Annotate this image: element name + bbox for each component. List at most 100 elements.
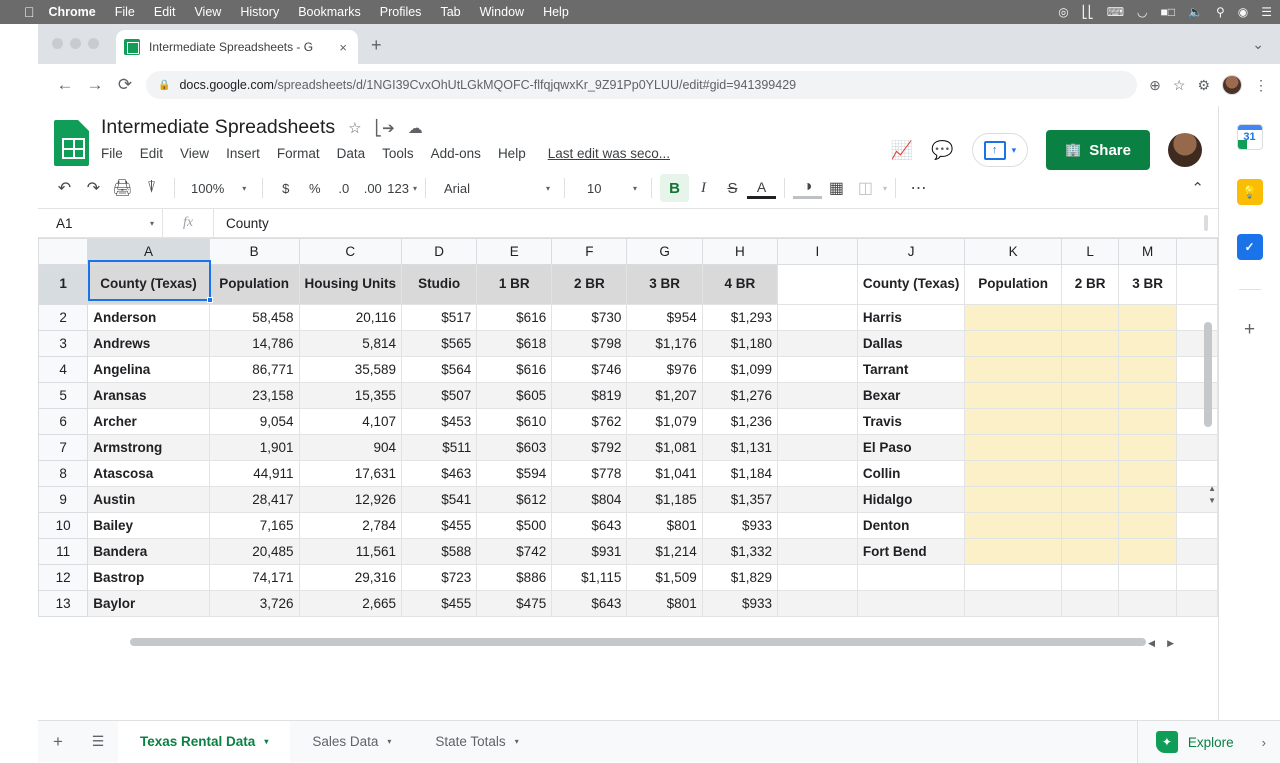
cell-4br[interactable]: $1,829 (701, 564, 778, 591)
cell-a1[interactable]: County (Texas) (87, 264, 210, 305)
star-icon[interactable]: ☆ (348, 119, 362, 137)
column-header-g[interactable]: G (626, 238, 703, 265)
text-color-button[interactable]: A (746, 177, 776, 199)
cell-2br[interactable]: $819 (551, 382, 628, 409)
cell-lookup-3br[interactable] (1118, 330, 1177, 357)
chevron-down-icon[interactable]: ▾ (514, 737, 519, 746)
cell-lookup-2br[interactable] (1060, 564, 1120, 591)
cell-blank-i[interactable] (776, 512, 858, 539)
cell-j1[interactable]: County (Texas) (856, 264, 966, 305)
cell-studio[interactable]: $507 (400, 382, 478, 409)
cell-1br[interactable]: $886 (476, 564, 553, 591)
cell-i1[interactable] (776, 264, 858, 305)
browser-menu-icon[interactable]: ⋮ (1254, 76, 1268, 93)
cell-studio[interactable]: $455 (400, 590, 478, 617)
volume-icon[interactable]: 🔈 (1188, 5, 1203, 19)
column-header-h[interactable]: H (701, 238, 778, 265)
cell-population[interactable]: 44,911 (208, 460, 300, 487)
extensions-icon[interactable]: ⚙ (1197, 76, 1210, 93)
cell-population[interactable]: 9,054 (208, 408, 300, 435)
scroll-right-icon[interactable]: ▶ (1167, 638, 1174, 648)
column-header-l[interactable]: L (1060, 238, 1120, 265)
cell-housing-units[interactable]: 5,814 (298, 330, 402, 357)
activity-trend-icon[interactable]: 📈 (890, 139, 914, 160)
cell-lookup-2br[interactable] (1060, 512, 1120, 539)
row-header-11[interactable]: 11 (38, 538, 89, 565)
cell-3br[interactable]: $1,176 (626, 330, 703, 357)
cell-blank-i[interactable] (776, 330, 858, 357)
bookmark-star-icon[interactable]: ☆ (1172, 76, 1186, 93)
record-icon[interactable]: ◎ (1058, 5, 1069, 19)
cell-2br[interactable]: $1,115 (551, 564, 628, 591)
cell-housing-units[interactable]: 12,926 (298, 486, 402, 513)
cell-1br[interactable]: $603 (476, 434, 553, 461)
cell-3br[interactable]: $1,081 (626, 434, 703, 461)
cell-lookup-2br[interactable] (1060, 460, 1120, 487)
cell-lookup-3br[interactable] (1118, 408, 1177, 435)
cell-lookup-2br[interactable] (1060, 408, 1120, 435)
cell-lookup-3br[interactable] (1118, 434, 1177, 461)
cell-lookup-county[interactable] (856, 590, 966, 617)
apple-logo-icon[interactable]:  (24, 5, 35, 19)
cell-h1[interactable]: 4 BR (701, 264, 778, 305)
cell-g1[interactable]: 3 BR (626, 264, 703, 305)
cell-population[interactable]: 1,901 (208, 434, 300, 461)
row-header-13[interactable]: 13 (38, 590, 89, 617)
cell-population[interactable]: 7,165 (208, 512, 300, 539)
cell-lookup-county[interactable]: Tarrant (856, 356, 966, 383)
cell-county[interactable]: Anderson (87, 304, 210, 331)
page-title[interactable]: Intermediate Spreadsheets (101, 116, 336, 138)
fill-handle[interactable] (207, 297, 213, 303)
more-formats-button[interactable]: 123 ▾ (387, 174, 417, 202)
cell-lookup-3br[interactable] (1118, 304, 1177, 331)
cell-housing-units[interactable]: 29,316 (298, 564, 402, 591)
font-family-selector[interactable]: Arial ▾ (434, 181, 556, 196)
increase-decimal-button[interactable]: .00 (363, 180, 382, 196)
vertical-scroll-arrows[interactable]: ▲ ▼ (1208, 484, 1216, 505)
menu-format[interactable]: Format (276, 146, 320, 161)
cell-3br[interactable]: $1,185 (626, 486, 703, 513)
os-menu-file[interactable]: File (104, 5, 135, 19)
cell-blank-i[interactable] (776, 590, 858, 617)
cell-lookup-county[interactable]: Collin (856, 460, 966, 487)
cell-1br[interactable]: $612 (476, 486, 553, 513)
os-menu-bookmarks[interactable]: Bookmarks (287, 5, 361, 19)
decrease-decimal-button[interactable]: .0 (338, 180, 350, 196)
cell-lookup-3br[interactable] (1118, 538, 1177, 565)
font-size-selector[interactable]: 10 ▾ (573, 181, 643, 196)
cell-2br[interactable]: $746 (551, 356, 628, 383)
add-sheet-button[interactable]: + (53, 731, 63, 751)
undo-button[interactable]: ↶ (57, 180, 72, 197)
cell-1br[interactable]: $616 (476, 304, 553, 331)
cell-lookup-2br[interactable] (1060, 304, 1120, 331)
cell-studio[interactable]: $723 (400, 564, 478, 591)
cell-3br[interactable]: $954 (626, 304, 703, 331)
cell-lookup-population[interactable] (964, 590, 1062, 617)
cell-lookup-county[interactable]: Travis (856, 408, 966, 435)
cell-4br[interactable]: $1,180 (701, 330, 778, 357)
cell-population[interactable]: 20,485 (208, 538, 300, 565)
cell-4br[interactable]: $1,184 (701, 460, 778, 487)
row-header-4[interactable]: 4 (38, 356, 89, 383)
spreadsheet-grid[interactable]: A B C D E F G H I J K L M (38, 238, 1218, 650)
cell-blank-i[interactable] (776, 434, 858, 461)
cell-population[interactable]: 23,158 (208, 382, 300, 409)
cell-l1[interactable]: 2 BR (1060, 264, 1120, 305)
horizontal-scrollbar[interactable] (130, 638, 1146, 646)
os-menu-history[interactable]: History (229, 5, 279, 19)
cell-1br[interactable]: $742 (476, 538, 553, 565)
os-menu-help[interactable]: Help (532, 5, 569, 19)
wifi-icon[interactable]: ◡ (1137, 5, 1148, 19)
os-menu-profiles[interactable]: Profiles (369, 5, 422, 19)
cell-4br[interactable]: $1,236 (701, 408, 778, 435)
cell-county[interactable]: Archer (87, 408, 210, 435)
cell-county[interactable]: Atascosa (87, 460, 210, 487)
vertical-scrollbar[interactable] (1204, 322, 1212, 427)
cell-m1[interactable]: 3 BR (1118, 264, 1177, 305)
chevron-right-icon[interactable]: › (1261, 734, 1266, 750)
cell-blank-i[interactable] (776, 408, 858, 435)
avatar[interactable] (1168, 133, 1202, 167)
cell-blank-i[interactable] (776, 460, 858, 487)
cell-population[interactable]: 28,417 (208, 486, 300, 513)
column-header-m[interactable]: M (1118, 238, 1177, 265)
